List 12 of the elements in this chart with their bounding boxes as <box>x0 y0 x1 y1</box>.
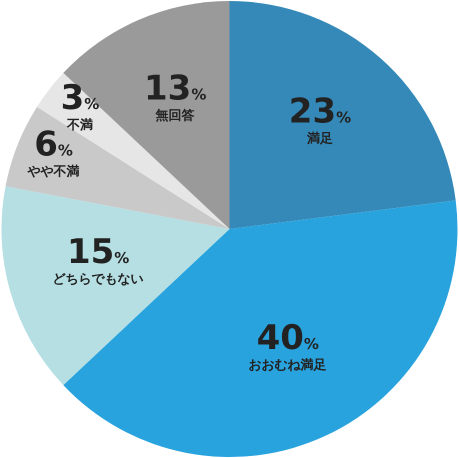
pie-slice <box>2 186 230 386</box>
slice-label: おおむね満足 <box>248 358 327 373</box>
data-label: 13% <box>144 68 206 108</box>
slice-label: やや不満 <box>26 164 80 180</box>
data-label: 15% <box>66 232 130 272</box>
slice-label: どちらでもない <box>52 272 144 288</box>
slice-label: 無回答 <box>154 108 195 124</box>
pie-slice <box>230 1 456 229</box>
data-label: 40% <box>256 318 319 358</box>
slice-label: 満足 <box>306 131 333 146</box>
data-label: 3% <box>60 78 100 118</box>
data-label: 23% <box>288 91 352 132</box>
